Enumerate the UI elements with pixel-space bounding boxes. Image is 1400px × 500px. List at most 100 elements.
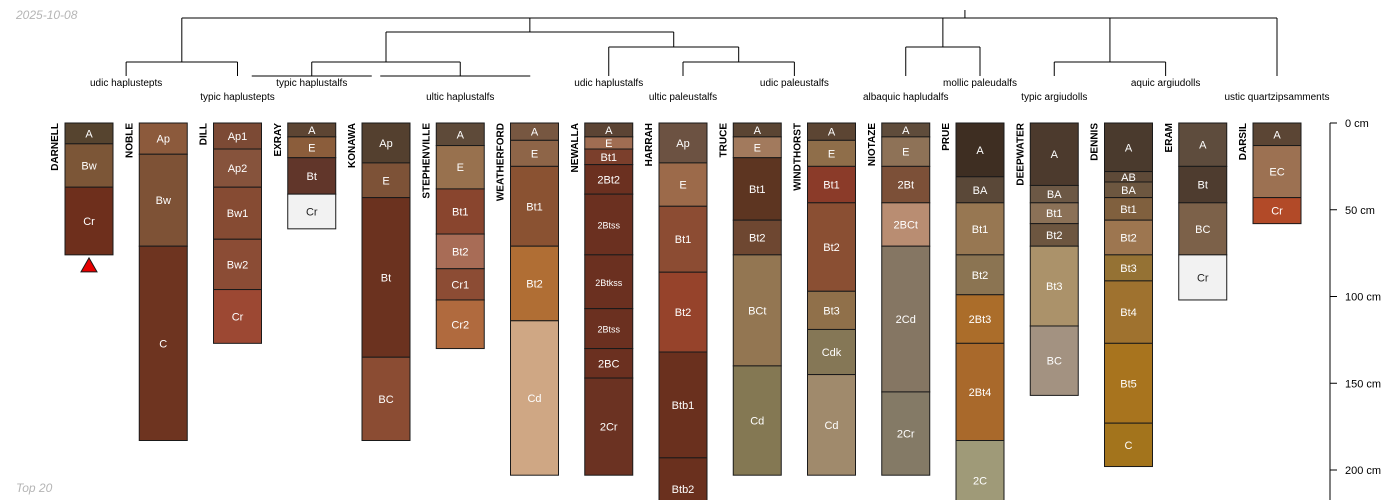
profile-dill: Ap1 Ap2 Bw1 Bw2 Cr DILL (199, 122, 262, 344)
profile-name-label: NEWALLA (570, 123, 581, 172)
horizon-label: Bt1 (452, 206, 469, 218)
horizon-label: A (1125, 142, 1133, 154)
horizon-konawa-2 (361, 162, 411, 199)
horizon-truce-6 (732, 365, 782, 476)
horizon-label: Bt1 (1046, 208, 1063, 220)
profile-darsil: A EC Cr DARSIL (1238, 122, 1302, 225)
horizon-label: 2Cd (896, 314, 916, 326)
horizon-label: E (457, 162, 464, 174)
horizon-exray-4 (287, 193, 337, 230)
horizon-label: Bt2 (1046, 230, 1063, 242)
profile-name-label: PRUE (941, 123, 952, 151)
profile-name-label: DARNELL (50, 123, 61, 171)
horizon-label: 2Btss (597, 220, 620, 230)
horizon-harrah-3 (658, 205, 708, 273)
horizon-label: 2BC (598, 358, 619, 370)
horizon-label: Bt (381, 272, 391, 284)
horizon-label: BC (1047, 356, 1062, 368)
horizon-label: Bt3 (1120, 263, 1137, 275)
horizon-noble-2 (138, 153, 188, 247)
horizon-exray-3 (287, 157, 337, 195)
horizon-label: Btb1 (672, 400, 695, 412)
horizon-label: Cr (306, 206, 318, 218)
horizon-windthorst-6 (807, 328, 856, 376)
horizon-label: Bt1 (600, 152, 617, 164)
horizon-noble-3 (138, 245, 188, 442)
horizon-label: E (308, 142, 315, 154)
horizon-niotaze-3 (881, 165, 931, 204)
horizon-label: Bt1 (675, 234, 692, 246)
horizon-label: Bt1 (823, 180, 840, 192)
taxonomy-label: ultic haplustalfs (426, 92, 494, 103)
horizon-newalla-6 (584, 254, 634, 310)
horizon-stephenville-6 (435, 299, 485, 350)
taxonomy-label: aquic argiudolls (1131, 78, 1201, 89)
horizon-dill-2 (213, 148, 262, 188)
footer-label: Top 20 (16, 481, 53, 495)
horizon-dill-3 (213, 186, 262, 240)
horizon-prue-4 (955, 254, 1005, 296)
horizon-label: A (902, 125, 910, 137)
horizon-label: Cr (1271, 206, 1283, 218)
horizon-label: Cdk (822, 347, 842, 359)
profile-noble: Ap Bw C NOBLE (124, 122, 188, 442)
horizon-label: Bt2 (1120, 233, 1137, 245)
profile-name-label: HARRAH (644, 123, 655, 166)
horizon-label: BCt (748, 305, 766, 317)
soil-profiles: A Bw Cr DARNELL Ap Bw C NOBLE Ap1 Ap2 Bw1 Bw2 Cr DILL… (50, 122, 1302, 500)
taxonomy-label: ustic quartzipsamments (1224, 92, 1329, 103)
profile-name-label: ERAM (1164, 123, 1175, 152)
horizon-windthorst-2 (807, 139, 856, 167)
axis-tick-label: 100 cm (1345, 292, 1381, 304)
profile-prue: A BA Bt1 Bt2 2Bt3 2Bt4 2C PRUE (941, 122, 1005, 500)
horizon-eram-4 (1178, 254, 1228, 301)
horizon-prue-2 (955, 176, 1005, 204)
horizon-label: A (1051, 149, 1059, 161)
horizon-weatherford-4 (510, 245, 559, 322)
horizon-label: 2Btss (597, 325, 620, 335)
horizon-harrah-6 (658, 457, 708, 500)
horizon-dennis-7 (1104, 280, 1153, 344)
horizon-label: Bt3 (823, 305, 840, 317)
horizon-label: Cd (527, 393, 541, 405)
horizon-weatherford-5 (510, 320, 559, 476)
profile-deepwater: A BA Bt1 Bt2 Bt3 BC DEEPWATER (1015, 122, 1079, 396)
horizon-label: A (457, 129, 465, 141)
horizon-label: 2Bt (897, 180, 914, 192)
horizon-label: A (1273, 129, 1281, 141)
horizon-label: E (902, 147, 909, 159)
horizon-label: A (1199, 140, 1207, 152)
profile-name-label: NIOTAZE (867, 123, 878, 166)
horizon-dill-4 (213, 238, 262, 291)
horizon-stephenville-3 (435, 188, 485, 235)
profile-name-label: TRUCE (718, 123, 729, 158)
taxonomy-label: udic haplustalfs (574, 78, 643, 89)
horizon-label: Bw (156, 195, 171, 207)
horizon-label: Bt2 (526, 278, 543, 290)
horizon-label: Cr (83, 216, 95, 228)
horizon-konawa-4 (361, 356, 411, 442)
horizon-dennis-1 (1104, 122, 1153, 173)
horizon-label: E (605, 138, 612, 150)
horizon-stephenville-5 (435, 268, 485, 301)
horizon-label: EC (1269, 167, 1284, 179)
profile-name-label: NOBLE (124, 123, 135, 158)
horizon-dennis-9 (1104, 422, 1153, 468)
horizon-harrah-1 (658, 122, 708, 164)
horizon-label: BC (1195, 224, 1210, 236)
horizon-label: Bt5 (1120, 378, 1137, 390)
horizon-newalla-9 (584, 377, 634, 476)
horizon-label: 2Btkss (595, 278, 623, 288)
profile-name-label: DENNIS (1090, 123, 1101, 161)
horizon-deepwater-6 (1029, 325, 1079, 396)
horizon-konawa-3 (361, 197, 411, 358)
taxonomy-label: ultic paleustalfs (649, 92, 717, 103)
horizon-label: C (159, 338, 167, 350)
horizon-label: Btb2 (672, 484, 695, 496)
profile-darnell: A Bw Cr DARNELL (50, 122, 114, 273)
horizon-label: Bt1 (1120, 204, 1137, 216)
horizon-label: E (382, 175, 389, 187)
horizon-label: BC (378, 394, 393, 406)
